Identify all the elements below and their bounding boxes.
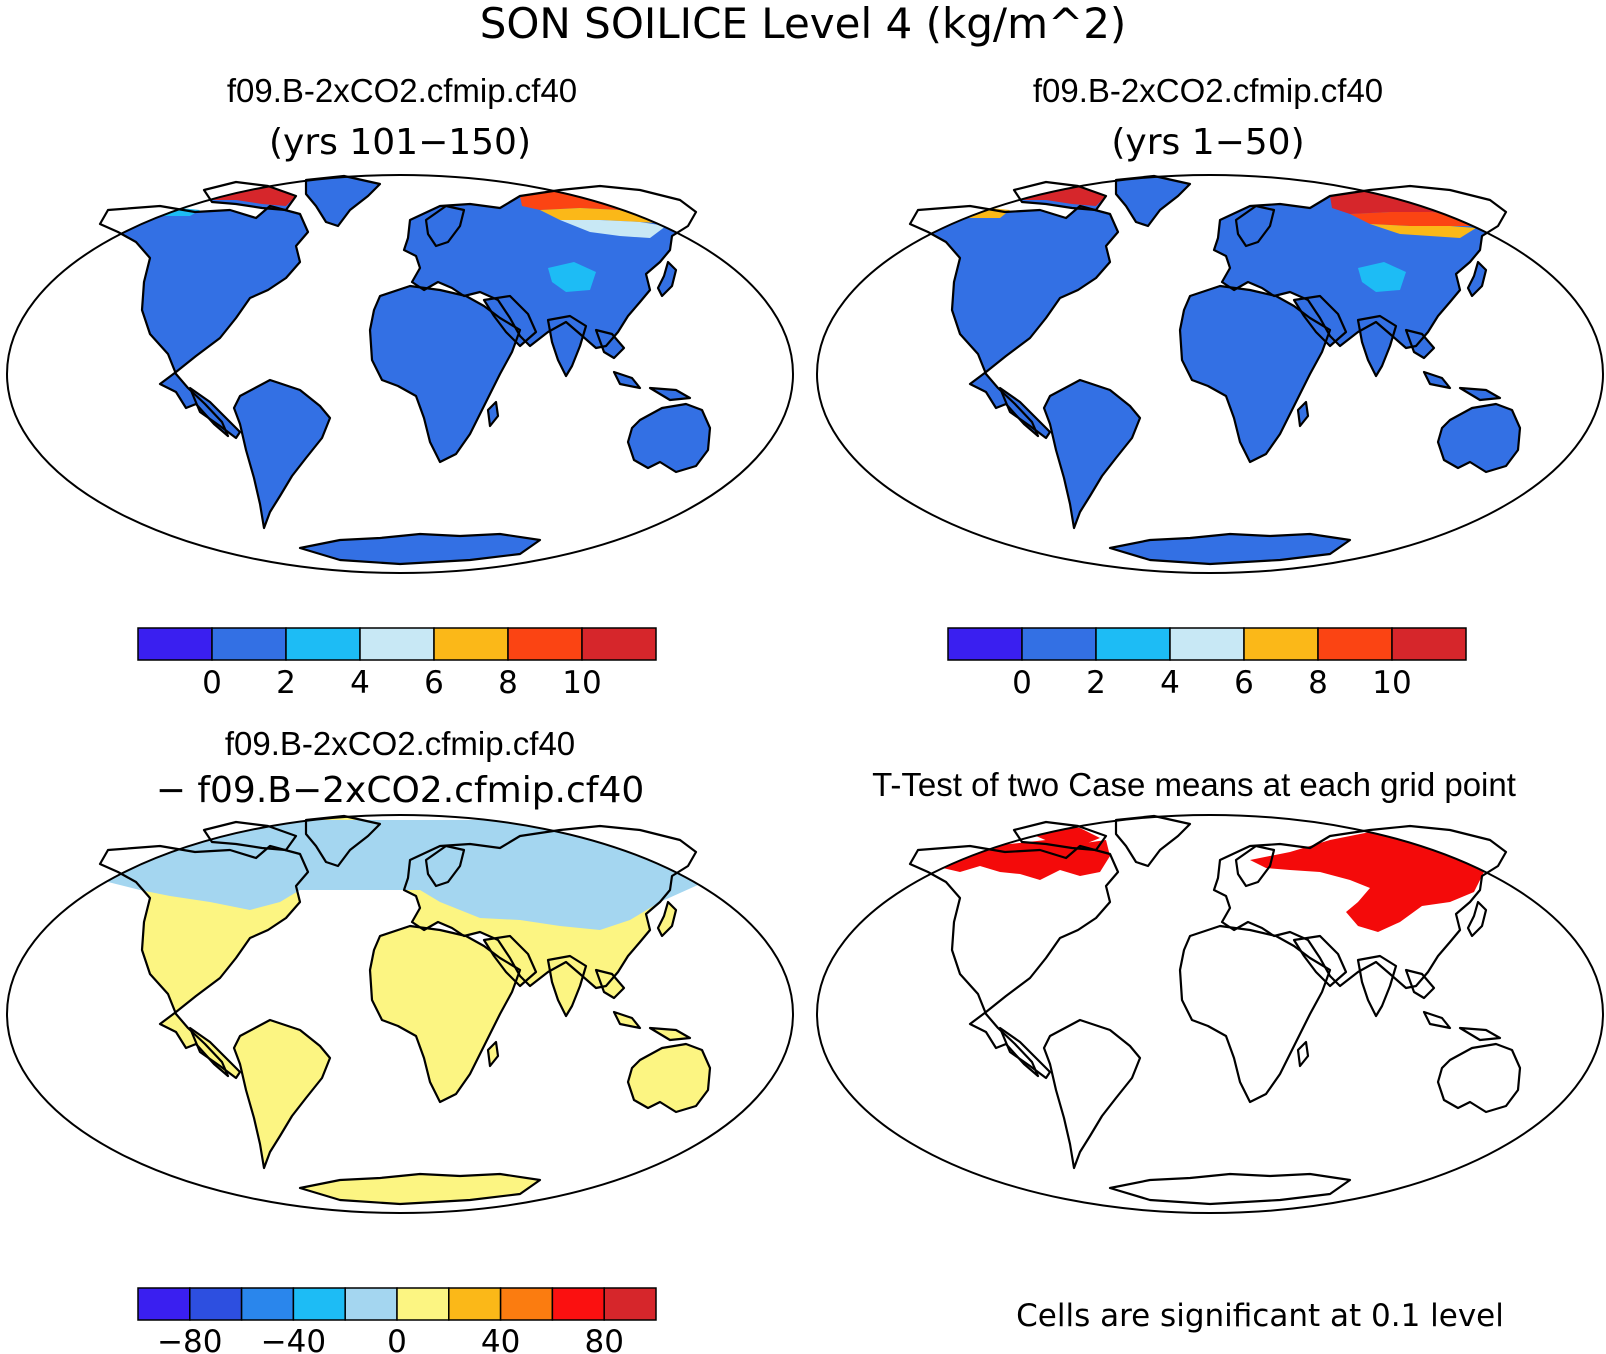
map-boundary: [6, 174, 794, 574]
panel-case2: f09.B-2xCO2.cfmip.cf40 (yrs 1−50) 0 2 4 6 8 1…: [816, 72, 1604, 701]
panel-case1-colorbar: 0 2 4 6 8 10: [137, 627, 657, 701]
colorbar-tick-label: 6: [1234, 665, 1254, 701]
colorbar-tick-label: 10: [562, 665, 601, 701]
colorbar-tick-label: −80: [157, 1324, 222, 1354]
colorbar-tick-label: 80: [584, 1324, 623, 1354]
colorbar-swatch: [433, 627, 509, 661]
siberia-orange: [1350, 212, 1498, 226]
siberia-light: [560, 220, 666, 238]
panel-ttest-title: T-Test of two Case means at each grid po…: [872, 766, 1516, 803]
panel-difference-colorbar: −80 −40 0 40 80: [137, 1287, 657, 1354]
panel-case2-subtitle: (yrs 1−50): [1111, 122, 1304, 163]
colorbar-swatch: [448, 1287, 502, 1321]
colorbar-swatch: [137, 627, 213, 661]
panel-case1-map: [6, 174, 794, 574]
colorbar-tick-label: 8: [1308, 665, 1328, 701]
colorbar-tick-label: 0: [387, 1324, 407, 1354]
panel-case1: f09.B-2xCO2.cfmip.cf40 (yrs 101−150) 0 2 4…: [6, 72, 794, 701]
colorbar-swatch: [507, 627, 583, 661]
colorbar-swatch: [1317, 627, 1393, 661]
colorbar-swatch: [1169, 627, 1245, 661]
panel-difference-map: [6, 814, 794, 1214]
panel-difference-subtitle: − f09.B−2xCO2.cfmip.cf40: [156, 770, 645, 811]
colorbar-swatch: [344, 1287, 398, 1321]
colorbar-swatch: [1391, 627, 1467, 661]
panel-case2-title: f09.B-2xCO2.cfmip.cf40: [1033, 72, 1383, 109]
panel-ttest-map: [816, 814, 1604, 1214]
panel-difference: f09.B-2xCO2.cfmip.cf40 − f09.B−2xCO2.cfm…: [6, 725, 794, 1354]
panel-ttest: T-Test of two Case means at each grid po…: [816, 766, 1604, 1334]
northern-negative-region: [100, 820, 700, 930]
arctic-mid-values: [1330, 186, 1500, 214]
significance-note: Cells are significant at 0.1 level: [1016, 1298, 1504, 1334]
colorbar-tick-label: 4: [1160, 665, 1180, 701]
figure-title: SON SOILICE Level 4 (kg/m^2): [480, 0, 1127, 48]
colorbar-swatch: [359, 627, 435, 661]
colorbar-tick-label: 2: [276, 665, 296, 701]
colorbar-swatch: [285, 627, 361, 661]
tibet-light: [1358, 262, 1406, 292]
panel-case1-title: f09.B-2xCO2.cfmip.cf40: [227, 72, 577, 109]
colorbar-swatch: [292, 1287, 346, 1321]
colorbar-swatch: [581, 627, 657, 661]
colorbar-tick-label: 0: [202, 665, 222, 701]
colorbar-tick-label: −40: [261, 1324, 326, 1354]
colorbar-tick-label: 4: [350, 665, 370, 701]
colorbar-tick-label: 8: [498, 665, 518, 701]
colorbar-swatch: [499, 1287, 554, 1321]
colorbar-swatch: [137, 1287, 191, 1321]
colorbar-swatch: [551, 1287, 605, 1321]
colorbar-tick-label: 40: [481, 1324, 520, 1354]
colorbar-tick-label: 2: [1086, 665, 1106, 701]
colorbar-swatch: [603, 1287, 657, 1321]
colorbar-swatch: [211, 627, 287, 661]
panel-case2-map: [816, 174, 1604, 574]
colorbar-tick-label: 6: [424, 665, 444, 701]
colorbar-swatch: [1021, 627, 1097, 661]
tibet-light: [548, 262, 596, 292]
panel-case1-subtitle: (yrs 101−150): [269, 122, 531, 163]
colorbar-swatch: [947, 627, 1023, 661]
colorbar-tick-label: 10: [1372, 665, 1411, 701]
colorbar-swatch: [189, 1287, 243, 1321]
panel-case2-colorbar: 0 2 4 6 8 10: [947, 627, 1467, 701]
colorbar-swatch: [1243, 627, 1319, 661]
colorbar-tick-label: 0: [1012, 665, 1032, 701]
colorbar-swatch: [240, 1287, 295, 1321]
significant-cells-siberia: [1250, 828, 1502, 932]
siberia-yellow: [1370, 224, 1476, 238]
colorbar-swatch: [396, 1287, 450, 1321]
colorbar-swatch: [1095, 627, 1171, 661]
panel-difference-title: f09.B-2xCO2.cfmip.cf40: [225, 725, 575, 762]
